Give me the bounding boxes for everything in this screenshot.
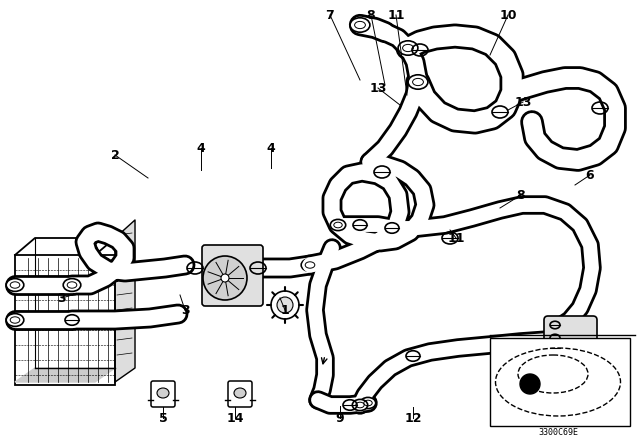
FancyBboxPatch shape: [151, 381, 175, 407]
Bar: [490, 338, 630, 426]
Polygon shape: [15, 368, 115, 382]
Text: 6: 6: [586, 168, 595, 181]
Text: 4: 4: [196, 142, 205, 155]
Text: 11: 11: [447, 232, 465, 245]
Text: 7: 7: [326, 9, 334, 22]
Text: 1: 1: [280, 303, 289, 316]
Text: 3300C69E: 3300C69E: [538, 427, 578, 436]
Ellipse shape: [408, 75, 428, 89]
Ellipse shape: [157, 388, 169, 398]
FancyBboxPatch shape: [15, 255, 115, 385]
Ellipse shape: [350, 18, 370, 32]
Text: 13: 13: [369, 82, 387, 95]
Ellipse shape: [234, 388, 246, 398]
Circle shape: [520, 374, 540, 394]
Ellipse shape: [6, 279, 24, 291]
Text: 3: 3: [180, 303, 189, 316]
FancyBboxPatch shape: [544, 316, 597, 359]
Circle shape: [203, 256, 247, 300]
FancyBboxPatch shape: [202, 245, 263, 306]
Polygon shape: [115, 220, 135, 382]
Text: 9: 9: [336, 412, 344, 425]
Text: 2: 2: [111, 148, 120, 161]
Text: 11: 11: [387, 9, 404, 22]
Ellipse shape: [360, 397, 376, 409]
Ellipse shape: [63, 279, 81, 291]
Ellipse shape: [352, 400, 368, 411]
Circle shape: [221, 274, 229, 282]
Text: 12: 12: [404, 412, 422, 425]
Text: 14: 14: [227, 412, 244, 425]
Ellipse shape: [301, 258, 319, 271]
Circle shape: [271, 291, 299, 319]
FancyBboxPatch shape: [228, 381, 252, 407]
Ellipse shape: [330, 220, 346, 231]
Text: 5: 5: [159, 412, 168, 425]
Text: 8: 8: [516, 189, 525, 202]
Text: 10: 10: [499, 9, 516, 22]
Text: 4: 4: [267, 142, 275, 155]
Text: 13: 13: [515, 95, 532, 108]
Circle shape: [277, 297, 293, 313]
Ellipse shape: [6, 314, 24, 327]
Ellipse shape: [398, 41, 418, 55]
Text: 3: 3: [58, 292, 67, 305]
Text: 8: 8: [367, 9, 375, 22]
